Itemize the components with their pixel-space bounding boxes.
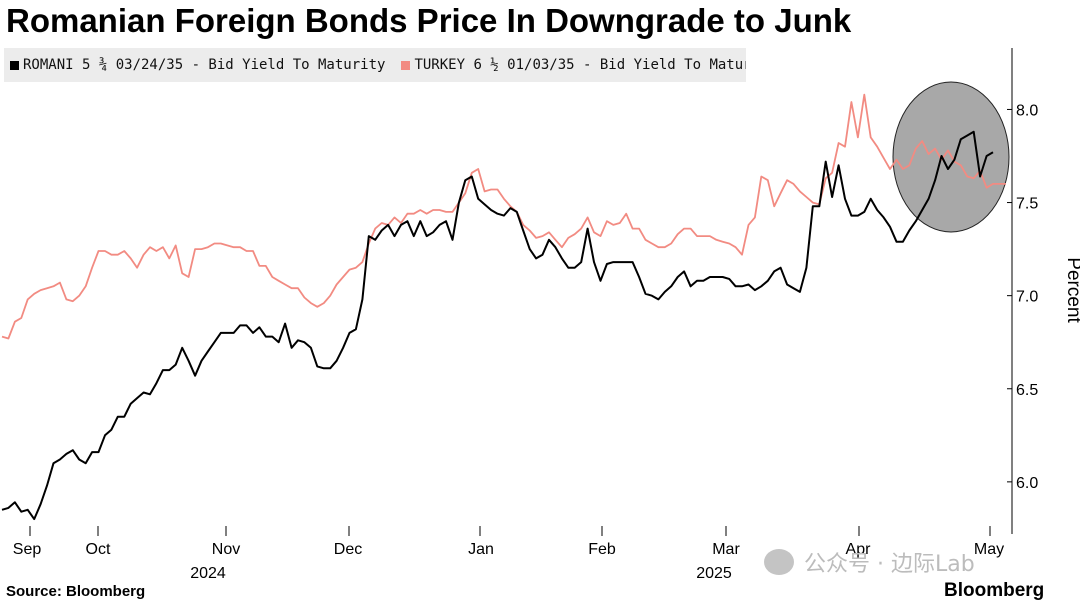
y-axis-label: Percent [1063,257,1080,323]
x-year-label: 2024 [190,565,226,582]
y-tick-label: 6.0 [1016,475,1038,492]
legend-label-turkey: TURKEY 6 ½ 01/03/35 - Bid Yield To Matur… [414,57,746,73]
wechat-icon [764,549,794,575]
chart-title: Romanian Foreign Bonds Price In Downgrad… [6,2,852,39]
source-note: Source: Bloomberg [6,583,146,600]
x-tick-label: Mar [712,541,740,558]
x-tick-label: Nov [212,541,240,558]
x-tick-label: Oct [86,541,111,558]
watermark: 公众号 · 边际Lab [764,546,975,578]
y-tick-label: 6.5 [1016,382,1038,399]
x-tick-label: May [974,541,1004,558]
x-tick-label: Sep [13,541,42,558]
legend-item-romani: ROMANI 5 ¾ 03/24/35 - Bid Yield To Matur… [10,57,385,73]
watermark-text: 公众号 · 边际Lab [804,552,975,577]
legend-item-turkey: TURKEY 6 ½ 01/03/35 - Bid Yield To Matur… [401,57,746,73]
y-tick-label: 7.0 [1016,289,1038,306]
series-line-turkey [1,93,1006,340]
series-line-romani [1,130,994,521]
y-tick-label: 8.0 [1016,102,1038,119]
legend-swatch-romani [10,60,19,70]
chart-legend: ROMANI 5 ¾ 03/24/35 - Bid Yield To Matur… [4,48,746,82]
legend-swatch-turkey [401,60,411,70]
brand-logo: Bloomberg [944,580,1045,601]
x-year-label: 2025 [696,565,732,582]
x-tick-label: Dec [334,541,362,558]
x-tick-label: Apr [846,541,872,558]
y-tick-label: 7.5 [1016,196,1038,213]
legend-label-romani: ROMANI 5 ¾ 03/24/35 - Bid Yield To Matur… [23,57,386,73]
x-tick-label: Feb [588,541,616,558]
x-tick-label: Jan [468,541,494,558]
